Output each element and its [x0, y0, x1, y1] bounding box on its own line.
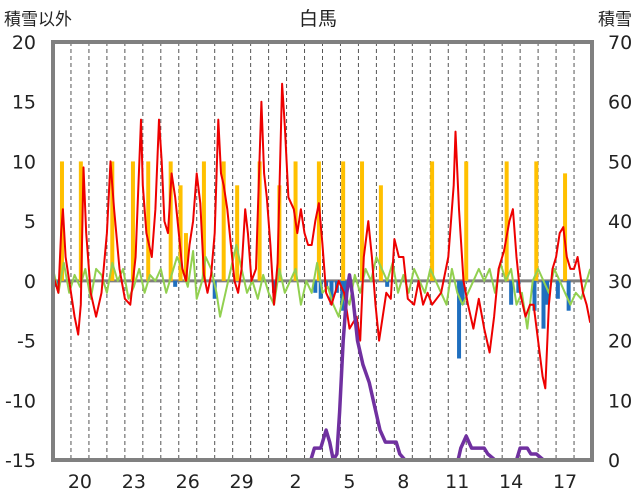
- precipitation-bar: [341, 161, 346, 281]
- precipitation-bar: [183, 233, 188, 281]
- x-axis-tick-label: 26: [176, 471, 200, 493]
- left-axis-tick-label: 0: [24, 271, 36, 293]
- snowfall-bar: [555, 280, 560, 299]
- precipitation-bar: [430, 161, 435, 281]
- precipitation-bar: [78, 161, 83, 281]
- right-axis-tick-label: 0: [608, 450, 620, 472]
- precipitation-bar: [504, 161, 509, 281]
- right-axis-tick-label: 20: [608, 331, 632, 353]
- snowfall-bar: [541, 280, 546, 329]
- plot-frame: [51, 40, 594, 462]
- precipitation-bar: [110, 161, 115, 281]
- left-axis-tick-label: 10: [12, 151, 36, 173]
- snowfall-bar: [545, 280, 550, 305]
- snowfall-bar: [329, 280, 334, 305]
- right-axis-title: 積雪: [598, 10, 632, 30]
- precipitation-bar: [235, 185, 240, 281]
- x-axis-tick-label: 29: [230, 471, 254, 493]
- precipitation-bar: [378, 185, 383, 281]
- snowfall-bar: [566, 280, 571, 311]
- right-axis-tick-label: 40: [608, 211, 632, 233]
- x-axis-tick-label: 23: [122, 471, 146, 493]
- x-axis-tick-label: 11: [445, 471, 469, 493]
- right-axis-tick-label: 30: [608, 271, 632, 293]
- right-axis-tick-label: 70: [608, 32, 632, 54]
- precipitation-bar: [257, 161, 262, 281]
- precipitation-bar: [360, 161, 365, 281]
- snowfall-bar: [532, 280, 537, 311]
- precipitation-bar: [534, 161, 539, 281]
- x-axis-tick-label: 17: [553, 471, 577, 493]
- precipitation-bar: [178, 185, 183, 281]
- precipitation-bar: [221, 161, 226, 281]
- left-axis-tick-label: 5: [24, 211, 36, 233]
- left-axis-tick-label: -10: [5, 390, 36, 412]
- precipitation-bar: [146, 161, 151, 281]
- left-axis-tick-label: 20: [12, 32, 36, 54]
- precipitation-bar: [201, 161, 206, 281]
- snowfall-bar: [509, 280, 514, 305]
- left-axis-tick-label: -15: [5, 450, 36, 472]
- x-axis-tick-label: 8: [397, 471, 409, 493]
- precipitation-bar: [563, 173, 568, 281]
- right-axis-tick-label: 10: [608, 390, 632, 412]
- left-axis-tick-label: -5: [17, 331, 36, 353]
- x-axis-tick-label: 14: [499, 471, 523, 493]
- precipitation-bar: [277, 185, 282, 281]
- snowfall-bar: [516, 280, 521, 293]
- snowfall-bar: [271, 280, 276, 293]
- chart-title: 白馬: [299, 8, 337, 30]
- precipitation-bar: [316, 161, 321, 281]
- snowfall-bar: [173, 280, 178, 287]
- x-axis-tick-label: 20: [68, 471, 92, 493]
- snowfall-bar: [385, 280, 390, 287]
- right-axis-tick-label: 50: [608, 151, 632, 173]
- x-axis-tick-label: 2: [290, 471, 302, 493]
- precipitation-bar: [464, 161, 469, 281]
- precipitation-bar: [168, 161, 173, 281]
- snowfall-bar: [460, 280, 465, 305]
- right-axis-tick-label: 60: [608, 92, 632, 114]
- temperature-change-line: [52, 244, 592, 330]
- temperature-line: [52, 82, 592, 390]
- x-axis-tick-label: 5: [343, 471, 355, 493]
- left-axis-tick-label: 15: [12, 92, 36, 114]
- left-axis-title: 積雪以外: [4, 10, 72, 30]
- snowfall-bar: [340, 280, 345, 311]
- snowfall-bar: [457, 280, 462, 359]
- snowfall-bar: [313, 280, 318, 293]
- snowfall-bar: [318, 280, 323, 299]
- snowfall-bar: [212, 280, 217, 299]
- precipitation-bar: [130, 161, 135, 281]
